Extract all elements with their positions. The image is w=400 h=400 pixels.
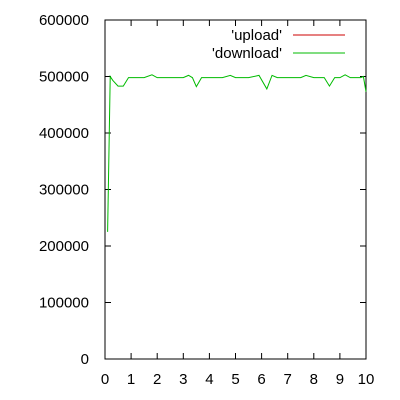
plot-border (104, 19, 367, 360)
x-tick-label: 7 (284, 371, 292, 388)
axes: 0 100000 200000 300000 400000 500000 600000 0 1 2… (39, 12, 374, 388)
x-tick-label: 3 (179, 371, 187, 388)
x-tick-label: 4 (205, 371, 213, 388)
legend-label: 'download' (212, 45, 282, 62)
x-tick-label: 0 (101, 371, 109, 388)
y-tick-label: 600000 (39, 12, 89, 29)
x-tick-label: 1 (127, 371, 135, 388)
legend: 'upload''download' (212, 27, 345, 62)
x-tick-label: 2 (153, 371, 161, 388)
y-tick-label: 200000 (39, 238, 89, 255)
y-tick-label: 500000 (39, 69, 89, 86)
x-tick-label: 9 (336, 371, 344, 388)
x-tick-label: 5 (231, 371, 239, 388)
x-tick-label: 6 (257, 371, 265, 388)
y-tick-label: 300000 (39, 182, 89, 199)
y-tick-label: 400000 (39, 125, 89, 142)
series-layer (107, 74, 367, 232)
x-tick-label: 8 (310, 371, 318, 388)
series-line-1 (107, 74, 367, 232)
x-tick-label: 10 (358, 371, 375, 388)
legend-label: 'upload' (231, 27, 282, 44)
y-tick-label: 0 (81, 351, 89, 368)
y-tick-label: 100000 (39, 295, 89, 312)
